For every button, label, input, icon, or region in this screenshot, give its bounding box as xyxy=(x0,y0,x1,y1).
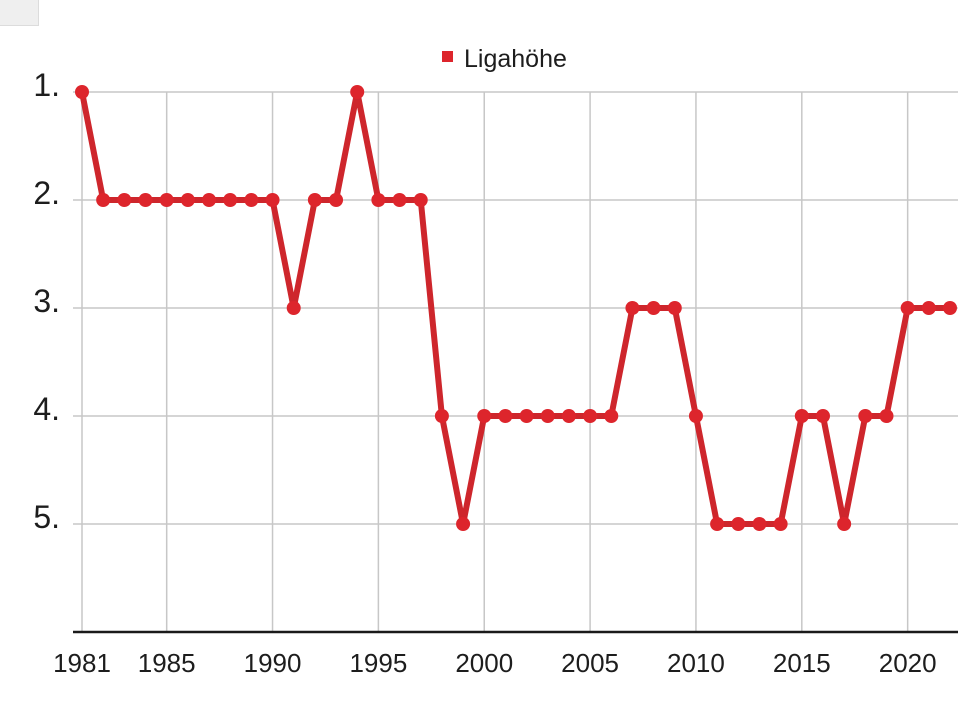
data-point xyxy=(329,193,344,207)
data-point xyxy=(434,409,449,423)
legend-label: Ligahöhe xyxy=(464,45,567,73)
data-point xyxy=(900,301,915,315)
data-point xyxy=(731,517,746,531)
y-tick-label: 4. xyxy=(33,391,60,427)
data-point xyxy=(858,409,873,423)
data-point xyxy=(456,517,471,531)
data-point xyxy=(583,409,598,423)
legend-marker-icon xyxy=(442,51,453,62)
horizontal-gridlines xyxy=(73,91,958,525)
screen-corner-artifact xyxy=(0,0,39,26)
data-point xyxy=(879,409,894,423)
vertical-gridlines xyxy=(81,92,909,632)
data-point xyxy=(244,193,259,207)
data-point xyxy=(180,193,195,207)
y-tick-label: 2. xyxy=(33,175,60,211)
data-point xyxy=(117,193,132,207)
x-tick-label: 2005 xyxy=(561,648,619,678)
x-tick-label: 1981 xyxy=(53,648,111,678)
data-point xyxy=(371,193,386,207)
data-point xyxy=(688,409,703,423)
data-point xyxy=(75,85,89,99)
data-point xyxy=(667,301,682,315)
data-point xyxy=(540,409,555,423)
data-point xyxy=(265,193,280,207)
y-tick-label: 1. xyxy=(33,67,60,103)
data-point xyxy=(138,193,153,207)
x-axis-labels: 1981 1985 1990 1995 2000 2005 2010 2015 2020 xyxy=(53,648,937,678)
data-point xyxy=(837,517,852,531)
data-point xyxy=(392,193,407,207)
data-point xyxy=(223,193,238,207)
data-points xyxy=(75,85,957,531)
data-point xyxy=(498,409,513,423)
data-point xyxy=(350,85,365,99)
data-point xyxy=(943,301,957,315)
x-tick-label: 2020 xyxy=(879,648,937,678)
data-point xyxy=(202,193,217,207)
data-point xyxy=(96,193,111,207)
y-tick-label: 3. xyxy=(33,283,60,319)
data-point xyxy=(286,301,301,315)
data-point xyxy=(519,409,534,423)
data-point xyxy=(477,409,492,423)
y-axis-labels: 1. 2. 3. 4. 5. xyxy=(33,67,60,535)
data-point xyxy=(752,517,767,531)
data-point xyxy=(921,301,936,315)
x-tick-label: 1995 xyxy=(349,648,407,678)
data-point xyxy=(159,193,174,207)
data-point xyxy=(604,409,619,423)
x-tick-label: 2010 xyxy=(667,648,725,678)
data-point xyxy=(794,409,809,423)
data-point xyxy=(815,409,830,423)
data-point xyxy=(646,301,661,315)
data-point xyxy=(561,409,576,423)
x-tick-label: 2015 xyxy=(773,648,831,678)
data-point xyxy=(625,301,640,315)
legend-item[interactable]: Ligahöhe xyxy=(442,45,567,73)
x-tick-label: 1985 xyxy=(138,648,196,678)
data-point xyxy=(773,517,788,531)
x-tick-label: 1990 xyxy=(244,648,302,678)
y-tick-label: 5. xyxy=(33,499,60,535)
data-point xyxy=(710,517,725,531)
data-point xyxy=(413,193,428,207)
data-point xyxy=(307,193,322,207)
x-tick-label: 2000 xyxy=(455,648,513,678)
